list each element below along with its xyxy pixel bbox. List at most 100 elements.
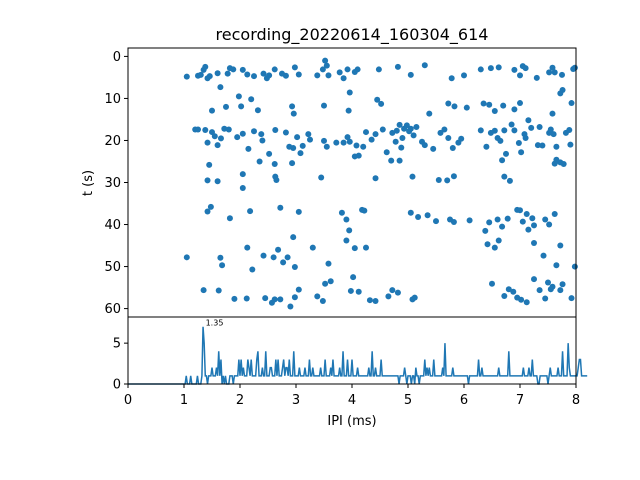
spike-point xyxy=(559,87,566,94)
spike-point xyxy=(551,69,558,76)
spike-point xyxy=(325,72,332,79)
spike-point xyxy=(517,100,523,107)
spike-point xyxy=(291,263,298,270)
spike-point xyxy=(299,142,306,149)
spike-point xyxy=(277,204,284,211)
spike-point xyxy=(289,103,296,110)
spike-point xyxy=(243,295,250,302)
spike-point xyxy=(275,246,282,253)
spike-point xyxy=(238,103,245,110)
spike-point xyxy=(491,127,498,134)
spike-point xyxy=(183,73,190,80)
spike-point xyxy=(389,129,396,136)
spike-point xyxy=(394,289,401,296)
spike-point xyxy=(206,73,213,80)
spike-point xyxy=(323,143,330,150)
spike-point xyxy=(291,294,298,301)
spike-point xyxy=(499,223,506,230)
spike-point xyxy=(271,161,278,168)
spike-point xyxy=(336,69,343,76)
spike-point xyxy=(271,296,278,303)
spike-point xyxy=(314,293,321,300)
spike-point xyxy=(207,203,214,210)
spike-point xyxy=(536,287,543,294)
spike-point xyxy=(505,286,512,293)
spike-point xyxy=(209,107,215,114)
histogram-x-ticks: 0 1 2 3 4 5 6 7 8 xyxy=(124,384,580,408)
spike-point xyxy=(258,131,265,138)
spike-point xyxy=(407,71,414,78)
spike-point xyxy=(421,62,428,69)
spike-point xyxy=(549,64,556,71)
spike-point xyxy=(523,299,530,306)
spike-point xyxy=(350,274,357,281)
spike-point xyxy=(525,117,532,124)
spike-point xyxy=(372,298,379,305)
spike-point xyxy=(295,208,302,215)
spike-point xyxy=(508,121,515,128)
spike-point xyxy=(206,161,213,168)
spike-point xyxy=(340,75,347,82)
spike-point xyxy=(277,296,284,303)
spike-point xyxy=(259,137,266,144)
spike-point xyxy=(347,287,354,294)
spike-point xyxy=(501,127,508,134)
spike-point xyxy=(385,293,392,300)
spike-point xyxy=(491,108,498,115)
spike-point xyxy=(511,66,518,73)
spike-point xyxy=(559,71,565,78)
spike-point xyxy=(501,173,508,180)
spike-point xyxy=(202,63,209,70)
spike-point xyxy=(322,280,329,287)
spike-point xyxy=(392,138,399,145)
raster-points xyxy=(183,57,578,310)
spike-point xyxy=(445,100,452,107)
spike-point xyxy=(223,103,229,110)
spike-point xyxy=(551,211,558,218)
raster-y-tick-label: 60 xyxy=(104,302,121,317)
spike-point xyxy=(202,126,209,133)
spike-point xyxy=(375,66,382,73)
spike-point xyxy=(540,252,547,259)
spike-point xyxy=(378,100,385,107)
spike-point xyxy=(389,287,396,294)
spike-point xyxy=(495,64,502,71)
spike-point xyxy=(214,142,221,149)
spike-point xyxy=(491,244,498,251)
raster-y-tick-label: 40 xyxy=(104,218,121,233)
spike-point xyxy=(542,295,549,302)
spike-point xyxy=(195,126,201,133)
spike-point xyxy=(515,139,522,146)
histogram-y-tick-label: 5 xyxy=(113,337,121,352)
spike-point xyxy=(518,149,525,156)
spike-point xyxy=(248,96,255,103)
spike-point xyxy=(344,134,351,141)
spike-point xyxy=(383,149,390,156)
spike-point xyxy=(388,157,395,164)
spike-point xyxy=(361,207,368,214)
spike-point xyxy=(529,215,536,222)
spike-point xyxy=(290,234,297,241)
spike-point xyxy=(251,128,257,135)
ipi-histogram-line xyxy=(128,326,588,385)
spike-point xyxy=(518,296,525,303)
spike-point xyxy=(245,145,252,152)
spike-point xyxy=(323,62,330,69)
spike-point xyxy=(415,213,422,220)
spike-point xyxy=(321,137,327,144)
spike-point xyxy=(360,143,367,150)
spike-point xyxy=(366,297,373,304)
spike-point xyxy=(450,173,457,180)
spike-point xyxy=(411,294,418,301)
spike-point xyxy=(239,130,246,137)
histogram-y-ticks: 05 xyxy=(113,337,128,393)
spike-point xyxy=(224,70,231,77)
spike-point xyxy=(522,134,529,141)
spike-point xyxy=(553,156,560,163)
spike-point xyxy=(486,101,493,108)
spike-point xyxy=(368,136,375,143)
spike-point xyxy=(499,157,506,164)
spike-point xyxy=(271,66,278,73)
